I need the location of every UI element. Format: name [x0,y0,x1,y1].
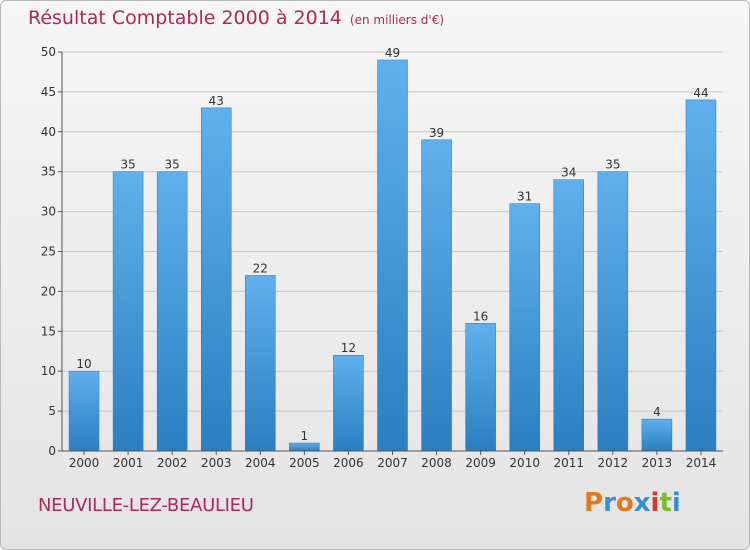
bar [465,323,496,452]
logo-letter: P [584,488,604,518]
bar [421,139,452,452]
bar [553,179,585,452]
y-tick-label: 35 [41,165,56,179]
y-tick-label: 20 [41,284,56,298]
x-tick-label: 2012 [598,456,629,470]
logo-letter: x [633,488,651,518]
bar [641,418,673,452]
bar [509,203,540,452]
bar-layer [68,59,717,452]
bar [245,275,276,452]
x-tick-label: 2010 [509,456,540,470]
y-tick-label: 40 [41,125,56,139]
data-label: 22 [253,261,268,275]
y-tick-label: 10 [41,364,56,378]
y-tick-label: 15 [41,324,56,338]
x-tick-label: 2006 [333,456,364,470]
data-label: 1 [301,429,309,443]
data-label: 4 [653,405,661,419]
chart-title-block: Résultat Comptable 2000 à 2014 (en millie… [28,7,444,29]
bar [685,99,717,452]
data-label: 10 [76,357,91,371]
bar [597,171,629,452]
proxiti-logo: Proxiti [584,488,681,518]
x-tick-label: 2004 [245,456,276,470]
bar [68,370,100,452]
logo-letter: o [615,488,634,518]
bar [377,59,408,452]
logo-letter: r [603,488,616,518]
data-label: 16 [473,309,488,323]
data-label: 34 [561,166,576,180]
logo-letter: i [650,488,660,518]
axis-layer [58,51,723,455]
x-tick-label: 2011 [553,456,584,470]
data-label: 35 [165,158,180,172]
data-label: 12 [341,341,356,355]
data-label: 35 [605,158,620,172]
x-tick-label: 2000 [69,456,100,470]
bar [200,107,232,452]
chart-title: Résultat Comptable 2000 à 2014 [28,7,342,29]
bar [112,171,144,452]
x-tick-label: 2013 [642,456,673,470]
y-tick-label: 50 [41,45,56,59]
x-tick-label: 2002 [157,456,188,470]
y-tick-label: 30 [41,205,56,219]
y-tick-label: 0 [48,444,56,458]
x-tick-label: 2008 [421,456,452,470]
data-label: 43 [209,94,224,108]
label-layer: 0510152025303540455010200035200135200243… [41,45,717,470]
x-tick-label: 2005 [289,456,320,470]
y-tick-label: 45 [41,85,56,99]
chart-unit-note: (en milliers d'€) [349,13,445,27]
bar [289,442,320,452]
logo-letter: t [659,488,672,518]
x-tick-label: 2003 [201,456,232,470]
logo-letter: i [671,488,681,518]
data-label: 35 [120,158,135,172]
x-tick-label: 2007 [377,456,408,470]
data-label: 31 [517,190,532,204]
x-tick-label: 2014 [686,456,717,470]
data-label: 39 [429,126,444,140]
bar [333,354,364,452]
x-tick-label: 2001 [113,456,144,470]
y-tick-label: 25 [41,245,56,259]
x-tick-label: 2009 [465,456,496,470]
data-label: 44 [693,86,708,100]
bar [156,171,188,452]
y-tick-label: 5 [48,404,56,418]
commune-name: NEUVILLE-LEZ-BEAULIEU [38,495,254,516]
data-label: 49 [385,46,400,60]
